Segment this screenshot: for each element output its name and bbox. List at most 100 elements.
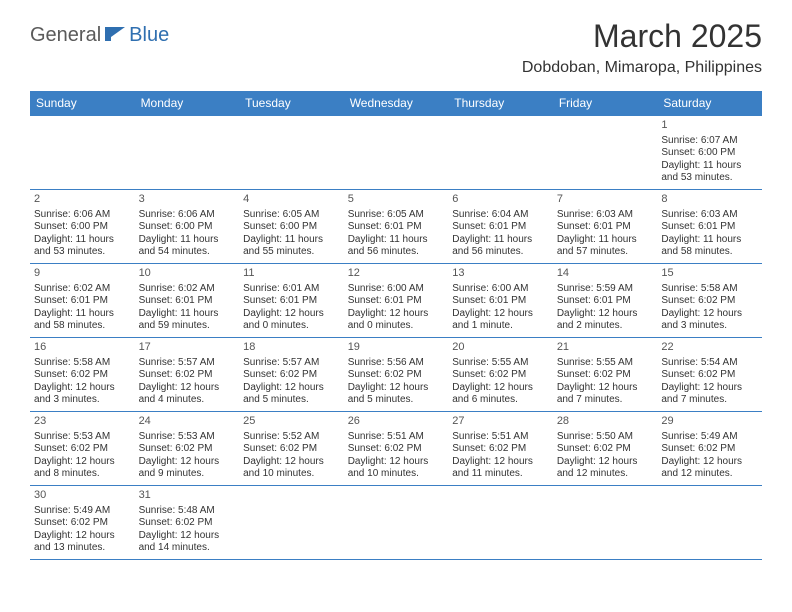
daylight-text: Daylight: 11 hours [243,234,340,247]
day-number: 16 [34,341,131,355]
calendar-day-cell: 4Sunrise: 6:05 AMSunset: 6:00 PMDaylight… [239,190,344,264]
daylight-text: and 6 minutes. [452,394,549,407]
calendar-day-cell: 3Sunrise: 6:06 AMSunset: 6:00 PMDaylight… [135,190,240,264]
location-text: Dobdoban, Mimaropa, Philippines [522,59,762,77]
calendar-day-cell: 27Sunrise: 5:51 AMSunset: 6:02 PMDayligh… [448,412,553,486]
sunrise-text: Sunrise: 5:52 AM [243,431,340,444]
daylight-text: and 7 minutes. [557,394,654,407]
daylight-text: and 12 minutes. [557,468,654,481]
sunrise-text: Sunrise: 6:00 AM [452,283,549,296]
day-number: 14 [557,267,654,281]
day-number: 11 [243,267,340,281]
sunrise-text: Sunrise: 5:54 AM [661,357,758,370]
daylight-text: Daylight: 11 hours [348,234,445,247]
brand-part2: Blue [129,24,169,47]
calendar-day-cell: 10Sunrise: 6:02 AMSunset: 6:01 PMDayligh… [135,264,240,338]
calendar-body: 1Sunrise: 6:07 AMSunset: 6:00 PMDaylight… [30,116,762,560]
calendar-day-cell: 20Sunrise: 5:55 AMSunset: 6:02 PMDayligh… [448,338,553,412]
sunrise-text: Sunrise: 6:01 AM [243,283,340,296]
calendar-day-cell: 14Sunrise: 5:59 AMSunset: 6:01 PMDayligh… [553,264,658,338]
daylight-text: and 8 minutes. [34,468,131,481]
calendar-empty-cell [30,116,135,190]
sunrise-text: Sunrise: 5:55 AM [452,357,549,370]
daylight-text: and 56 minutes. [348,246,445,259]
daylight-text: and 10 minutes. [243,468,340,481]
daylight-text: Daylight: 12 hours [452,308,549,321]
calendar-day-cell: 13Sunrise: 6:00 AMSunset: 6:01 PMDayligh… [448,264,553,338]
weekday-header: Thursday [448,91,553,116]
daylight-text: Daylight: 12 hours [34,456,131,469]
day-number: 26 [348,415,445,429]
calendar-day-cell: 6Sunrise: 6:04 AMSunset: 6:01 PMDaylight… [448,190,553,264]
day-number: 21 [557,341,654,355]
calendar-week-row: 23Sunrise: 5:53 AMSunset: 6:02 PMDayligh… [30,412,762,486]
sunrise-text: Sunrise: 6:06 AM [139,209,236,222]
daylight-text: Daylight: 12 hours [557,308,654,321]
weekday-header: Sunday [30,91,135,116]
daylight-text: Daylight: 12 hours [243,382,340,395]
daylight-text: Daylight: 11 hours [34,234,131,247]
daylight-text: Daylight: 12 hours [139,456,236,469]
daylight-text: Daylight: 12 hours [557,382,654,395]
daylight-text: Daylight: 12 hours [34,530,131,543]
weekday-header: Wednesday [344,91,449,116]
calendar-empty-cell [448,116,553,190]
sunset-text: Sunset: 6:00 PM [34,221,131,234]
sunset-text: Sunset: 6:00 PM [139,221,236,234]
daylight-text: Daylight: 11 hours [557,234,654,247]
sunset-text: Sunset: 6:02 PM [34,443,131,456]
daylight-text: and 2 minutes. [557,320,654,333]
calendar-week-row: 9Sunrise: 6:02 AMSunset: 6:01 PMDaylight… [30,264,762,338]
day-number: 5 [348,193,445,207]
sunrise-text: Sunrise: 6:03 AM [557,209,654,222]
day-number: 23 [34,415,131,429]
calendar-day-cell: 9Sunrise: 6:02 AMSunset: 6:01 PMDaylight… [30,264,135,338]
calendar-day-cell: 1Sunrise: 6:07 AMSunset: 6:00 PMDaylight… [657,116,762,190]
calendar-day-cell: 2Sunrise: 6:06 AMSunset: 6:00 PMDaylight… [30,190,135,264]
day-number: 31 [139,489,236,503]
sunset-text: Sunset: 6:01 PM [243,295,340,308]
calendar-day-cell: 31Sunrise: 5:48 AMSunset: 6:02 PMDayligh… [135,486,240,560]
daylight-text: and 11 minutes. [452,468,549,481]
daylight-text: and 54 minutes. [139,246,236,259]
day-number: 20 [452,341,549,355]
weekday-header: Friday [553,91,658,116]
sunrise-text: Sunrise: 6:00 AM [348,283,445,296]
calendar-day-cell: 5Sunrise: 6:05 AMSunset: 6:01 PMDaylight… [344,190,449,264]
calendar-day-cell: 29Sunrise: 5:49 AMSunset: 6:02 PMDayligh… [657,412,762,486]
daylight-text: and 3 minutes. [34,394,131,407]
daylight-text: and 9 minutes. [139,468,236,481]
calendar-day-cell: 25Sunrise: 5:52 AMSunset: 6:02 PMDayligh… [239,412,344,486]
sunset-text: Sunset: 6:01 PM [452,295,549,308]
calendar-day-cell: 26Sunrise: 5:51 AMSunset: 6:02 PMDayligh… [344,412,449,486]
calendar-empty-cell [239,116,344,190]
daylight-text: and 0 minutes. [243,320,340,333]
sunset-text: Sunset: 6:02 PM [34,369,131,382]
day-number: 28 [557,415,654,429]
day-number: 6 [452,193,549,207]
sunrise-text: Sunrise: 6:04 AM [452,209,549,222]
daylight-text: and 7 minutes. [661,394,758,407]
sunrise-text: Sunrise: 5:51 AM [452,431,549,444]
sunset-text: Sunset: 6:00 PM [243,221,340,234]
calendar-day-cell: 15Sunrise: 5:58 AMSunset: 6:02 PMDayligh… [657,264,762,338]
daylight-text: and 57 minutes. [557,246,654,259]
daylight-text: and 10 minutes. [348,468,445,481]
day-number: 2 [34,193,131,207]
daylight-text: Daylight: 12 hours [348,308,445,321]
day-number: 8 [661,193,758,207]
daylight-text: and 14 minutes. [139,542,236,555]
day-number: 27 [452,415,549,429]
brand-logo: General Blue [30,24,169,47]
calendar-empty-cell [344,116,449,190]
sunrise-text: Sunrise: 5:50 AM [557,431,654,444]
calendar-empty-cell [448,486,553,560]
sunrise-text: Sunrise: 6:02 AM [139,283,236,296]
daylight-text: and 53 minutes. [661,172,758,185]
sunrise-text: Sunrise: 5:57 AM [139,357,236,370]
daylight-text: Daylight: 11 hours [661,234,758,247]
sunrise-text: Sunrise: 5:58 AM [661,283,758,296]
sunset-text: Sunset: 6:02 PM [661,295,758,308]
sunset-text: Sunset: 6:01 PM [348,295,445,308]
sunset-text: Sunset: 6:02 PM [348,443,445,456]
